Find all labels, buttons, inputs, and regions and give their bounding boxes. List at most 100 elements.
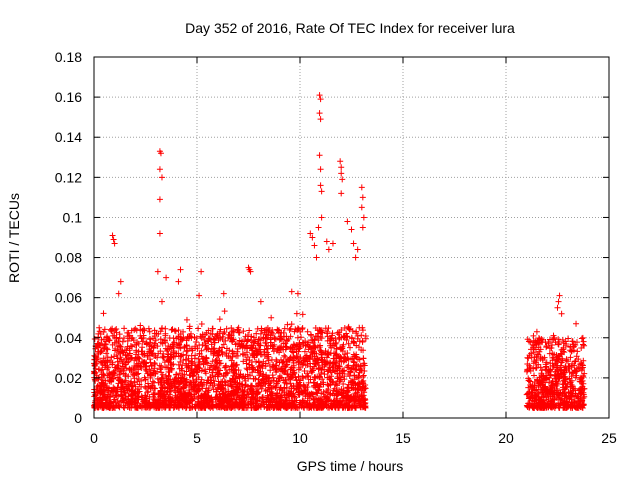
data-point <box>209 382 216 389</box>
data-point <box>121 389 128 396</box>
data-point <box>202 342 209 349</box>
data-point <box>224 382 231 389</box>
data-point <box>109 359 116 366</box>
data-point <box>129 396 136 403</box>
data-point <box>244 404 251 411</box>
data-point <box>114 346 121 353</box>
data-point <box>333 339 340 346</box>
y-tick-label: 0.06 <box>55 290 82 306</box>
data-point <box>163 274 170 281</box>
data-point <box>331 401 338 408</box>
data-point <box>278 356 285 363</box>
data-point <box>554 367 561 374</box>
data-point <box>253 352 260 359</box>
data-point <box>121 325 128 332</box>
data-point <box>117 398 124 405</box>
data-point <box>94 355 101 362</box>
data-point <box>284 370 291 377</box>
data-point <box>240 342 247 349</box>
data-point <box>196 350 203 357</box>
data-point <box>359 339 366 346</box>
data-point <box>338 190 345 197</box>
data-point <box>567 354 574 361</box>
data-point <box>102 338 109 345</box>
data-point <box>274 366 281 373</box>
data-point <box>177 378 184 385</box>
data-point <box>173 350 180 357</box>
data-point <box>120 367 127 374</box>
data-point <box>145 380 152 387</box>
data-point <box>253 330 260 337</box>
data-point <box>325 395 332 402</box>
data-point <box>266 374 273 381</box>
data-point <box>539 336 546 343</box>
data-point <box>147 359 154 366</box>
data-point <box>233 371 240 378</box>
data-point <box>317 333 324 340</box>
data-point <box>263 326 270 333</box>
data-point <box>328 334 335 341</box>
data-point <box>117 278 124 285</box>
data-point <box>539 399 546 406</box>
data-point <box>224 334 231 341</box>
data-point <box>556 292 563 299</box>
data-point <box>135 354 142 361</box>
data-point <box>306 390 313 397</box>
data-point <box>134 402 141 409</box>
data-point <box>251 394 258 401</box>
data-point <box>288 393 295 400</box>
data-point <box>121 404 128 411</box>
data-point <box>270 330 277 337</box>
data-point <box>563 356 570 363</box>
data-point <box>193 335 200 342</box>
data-point <box>352 254 359 261</box>
data-point <box>209 358 216 365</box>
data-point <box>210 346 217 353</box>
data-point <box>263 331 270 338</box>
data-point <box>192 381 199 388</box>
data-point <box>354 333 361 340</box>
data-point <box>234 340 241 347</box>
data-point <box>127 343 134 350</box>
data-point <box>559 357 566 364</box>
data-point <box>358 392 365 399</box>
data-point <box>199 331 206 338</box>
data-point <box>357 384 364 391</box>
data-point <box>317 96 324 103</box>
data-point <box>558 396 565 403</box>
data-point <box>161 337 168 344</box>
data-point <box>250 375 257 382</box>
data-point <box>229 376 236 383</box>
data-point <box>252 404 259 411</box>
data-point <box>293 310 300 317</box>
data-point <box>211 349 218 356</box>
data-point <box>147 336 154 343</box>
data-point <box>119 393 126 400</box>
data-point <box>568 348 575 355</box>
plot-frame <box>93 56 610 419</box>
data-point <box>547 384 554 391</box>
data-point <box>142 376 149 383</box>
data-point <box>281 389 288 396</box>
data-point <box>175 327 182 334</box>
data-point <box>294 355 301 362</box>
data-point <box>571 398 578 405</box>
data-point <box>355 374 362 381</box>
data-point <box>213 388 220 395</box>
data-point <box>284 371 291 378</box>
data-point <box>235 385 242 392</box>
data-point <box>554 304 561 311</box>
data-point <box>266 327 273 334</box>
data-point <box>545 367 552 374</box>
data-point <box>332 359 339 366</box>
data-point <box>287 380 294 387</box>
data-point <box>353 328 360 335</box>
data-point <box>345 340 352 347</box>
data-point <box>529 382 536 389</box>
data-point <box>104 384 111 391</box>
data-point <box>295 366 302 373</box>
data-point <box>131 375 138 382</box>
data-point <box>267 382 274 389</box>
data-point <box>250 334 257 341</box>
data-point <box>168 326 175 333</box>
